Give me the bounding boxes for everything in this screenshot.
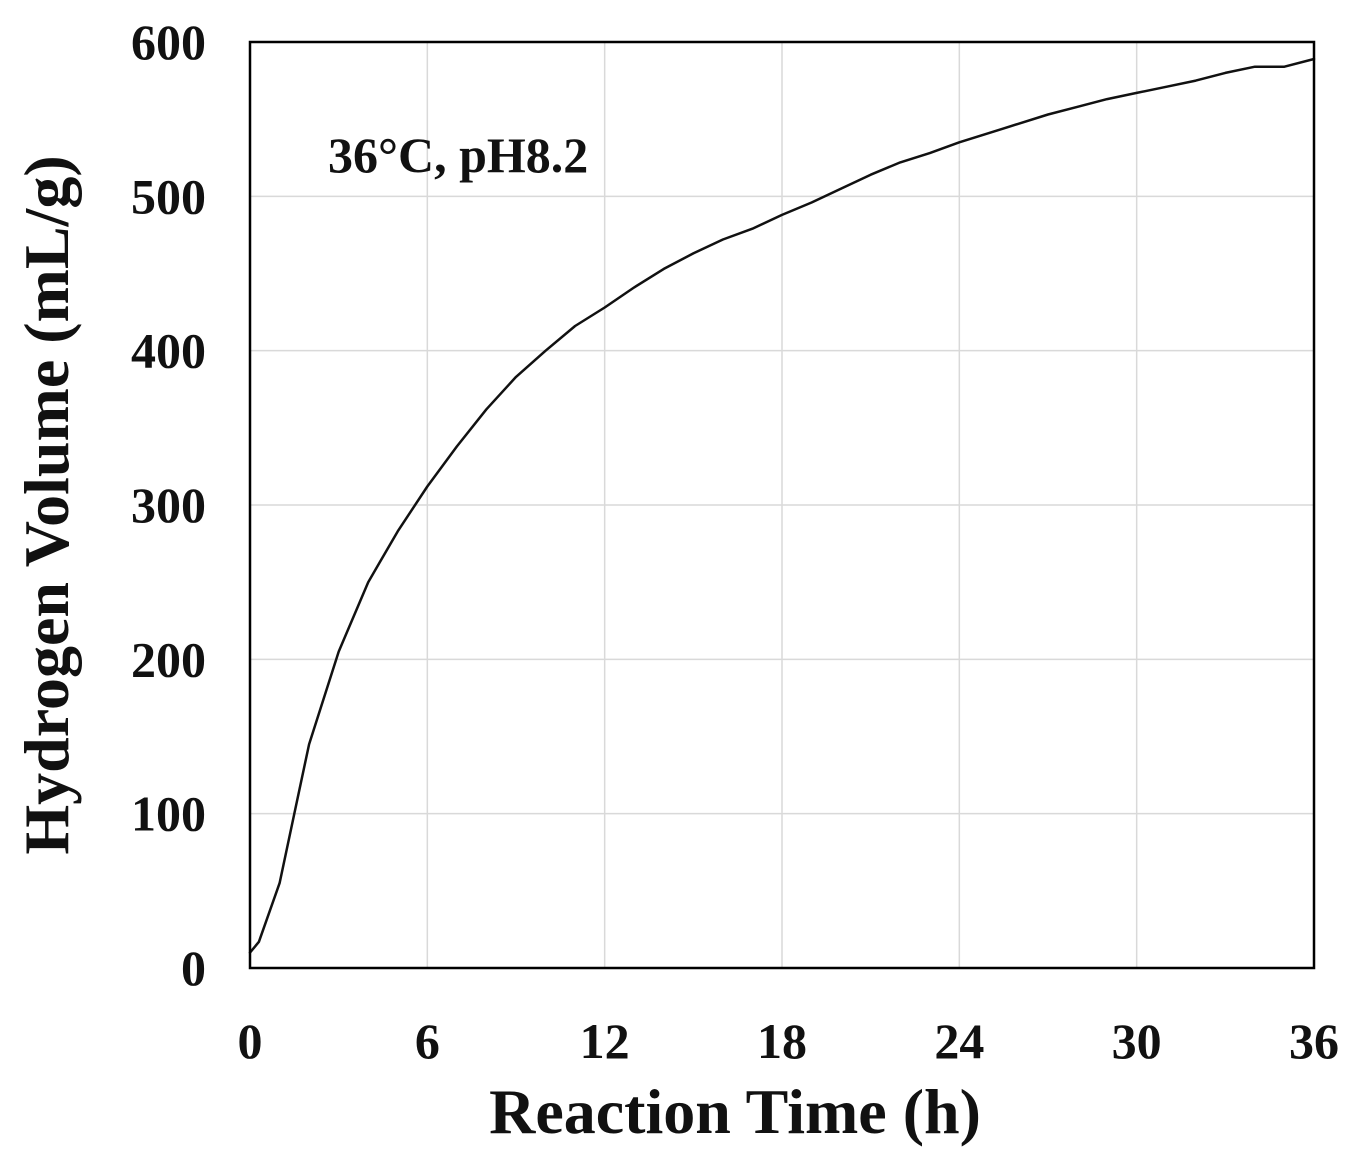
y-tick-label: 500 [131,168,206,224]
x-tick-label: 12 [580,1013,630,1069]
y-tick-label: 100 [131,786,206,842]
y-tick-label: 300 [131,477,206,533]
series-line [248,57,1316,954]
annotation-label: 36°C, pH8.2 [328,127,588,183]
y-tick-label: 600 [131,14,206,70]
x-tick-label: 30 [1112,1013,1162,1069]
gridlines [250,42,1314,968]
series [248,57,1316,954]
x-tick-label: 0 [238,1013,263,1069]
y-tick-label: 0 [181,940,206,996]
x-tick-label: 6 [415,1013,440,1069]
x-tick-label: 36 [1289,1013,1339,1069]
x-tick-label: 24 [934,1013,984,1069]
y-tick-label: 400 [131,323,206,379]
y-tick-label: 200 [131,631,206,687]
x-tick-label: 18 [757,1013,807,1069]
y-axis-label: Hydrogen Volume (mL/g) [11,155,82,854]
x-axis-label: Reaction Time (h) [489,1076,981,1147]
plot-frame [248,40,1316,970]
tick-labels: 0 6 12 18 24 30 36 0 100 200 300 400 500 600 [131,14,1339,1069]
